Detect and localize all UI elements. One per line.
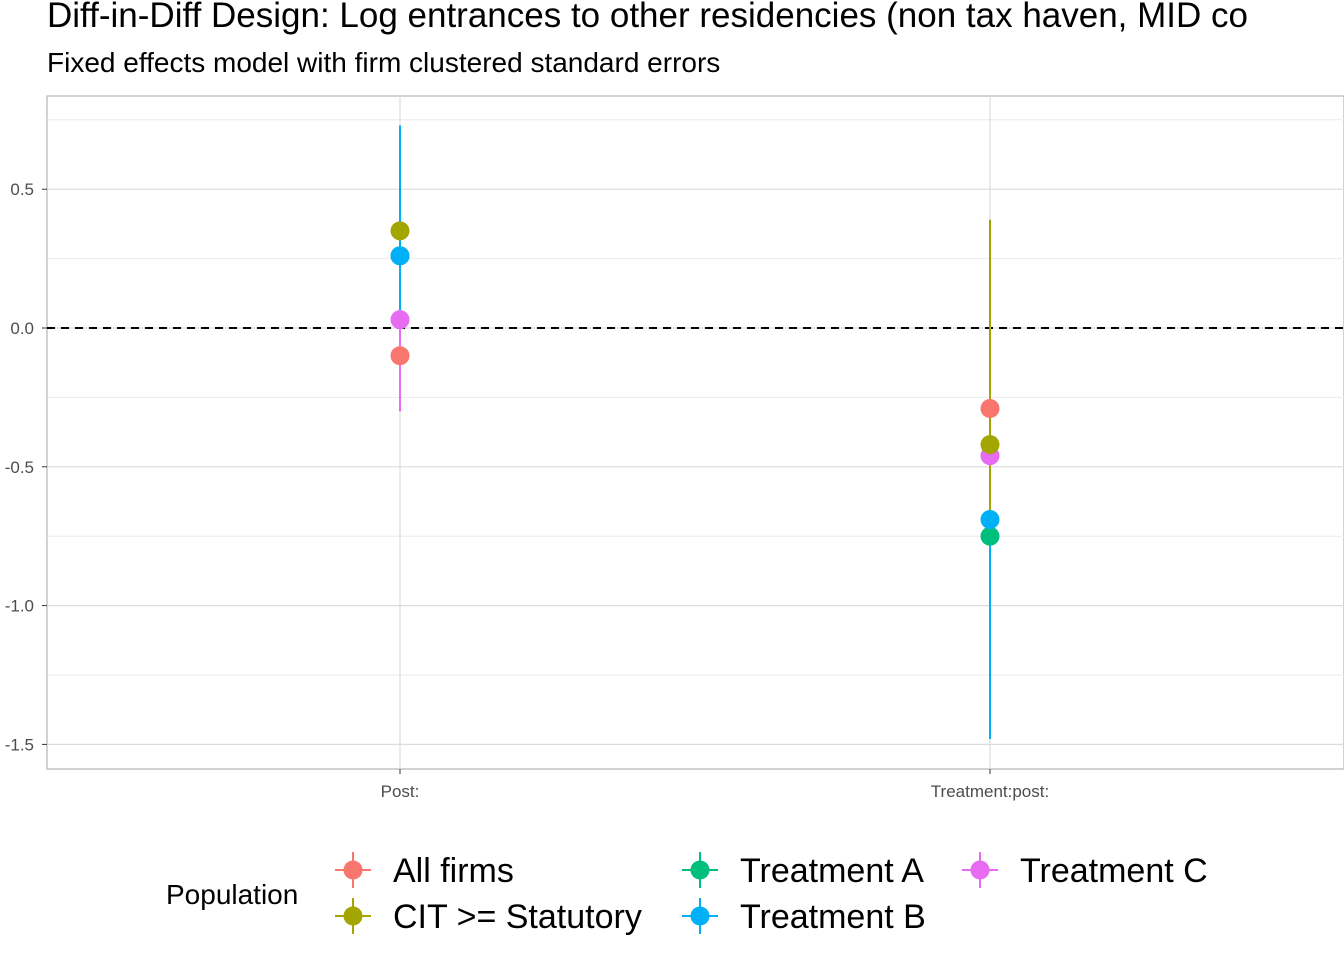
legend-label: All firms [393, 852, 514, 890]
legend-label: Treatment B [740, 898, 926, 936]
x-tick-label: Treatment:post: [931, 782, 1049, 801]
legend-key-point [970, 860, 990, 880]
chart-title: Diff-in-Diff Design: Log entrances to ot… [47, 0, 1248, 35]
legend-item: Treatment A [682, 852, 924, 890]
legend-key-point [343, 860, 363, 880]
data-point [390, 310, 410, 330]
y-axis-ticks: 0.5 0.0 -0.5 -1.0 -1.5 [5, 180, 47, 754]
data-points [390, 221, 1000, 546]
legend-item: All firms [335, 852, 514, 890]
legend-label: CIT >= Statutory [393, 898, 642, 936]
data-point [980, 435, 1000, 455]
legend-item: Treatment B [682, 898, 926, 936]
plot-panel [46, 95, 1344, 770]
data-point [390, 346, 410, 366]
legend-label: Treatment A [740, 852, 924, 890]
legend-item: Treatment C [962, 852, 1208, 890]
legend-key-point [690, 906, 710, 926]
data-point [980, 510, 1000, 530]
data-point [980, 526, 1000, 546]
legend-key-point [690, 860, 710, 880]
legend-item: CIT >= Statutory [335, 898, 642, 936]
legend-key-point [343, 906, 363, 926]
y-tick-label: -1.5 [5, 735, 34, 754]
y-tick-label: -0.5 [5, 458, 34, 477]
data-point [980, 399, 1000, 419]
data-point [390, 221, 410, 241]
y-tick-label: 0.0 [10, 319, 34, 338]
y-tick-label: 0.5 [10, 180, 34, 199]
legend-label: Treatment C [1020, 852, 1208, 890]
legend: Population All firms CIT >= Statutory Trea… [166, 852, 1208, 936]
chart-subtitle: Fixed effects model with firm clustered … [47, 47, 721, 78]
y-tick-label: -1.0 [5, 597, 34, 616]
x-axis-ticks: Post: Treatment:post: [381, 769, 1049, 801]
legend-title: Population [166, 879, 298, 910]
data-point [390, 246, 410, 266]
x-tick-label: Post: [381, 782, 420, 801]
